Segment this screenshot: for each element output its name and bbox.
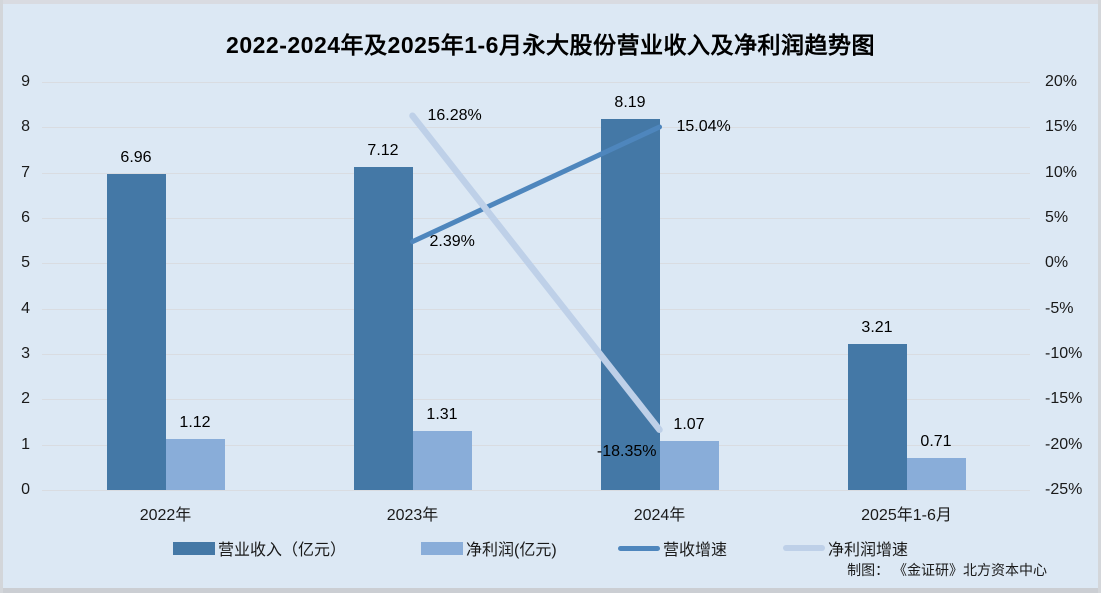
y-axis-tick-label: 7 bbox=[21, 163, 30, 181]
y-axis-tick-label: 4 bbox=[21, 299, 30, 317]
bar-value-label: 0.71 bbox=[920, 432, 952, 450]
right-axis-tick-label: 5% bbox=[1045, 209, 1069, 226]
credit-text: 制图： 《金证研》北方资本中心 bbox=[847, 562, 1047, 578]
window-edge-left bbox=[0, 0, 3, 593]
profit-bar bbox=[906, 457, 966, 490]
gridline bbox=[42, 263, 1030, 265]
line-point-label: 2.39% bbox=[429, 232, 475, 250]
legend-item-label: 营收增速 bbox=[663, 542, 728, 559]
legend-item-label: 营业收入（亿元） bbox=[218, 542, 347, 559]
bar-value-label: 1.31 bbox=[426, 405, 458, 423]
y-axis-tick-label: 3 bbox=[21, 345, 30, 362]
x-axis-label: 2023年 bbox=[386, 507, 439, 524]
legend-item: 营业收入（亿元） bbox=[173, 538, 347, 559]
x-axis-label: 2025年1-6月 bbox=[861, 507, 952, 524]
legend-item: 净利润增速 bbox=[783, 538, 909, 559]
right-axis-tick-label: -10% bbox=[1045, 345, 1083, 362]
gridline bbox=[42, 82, 1030, 83]
y-axis-tick-label: 8 bbox=[21, 118, 30, 136]
bar-value-label: 6.96 bbox=[120, 149, 152, 167]
bar-value-label: 3.21 bbox=[861, 319, 893, 337]
legend-bar-swatch bbox=[421, 541, 463, 555]
gridline bbox=[42, 308, 1030, 310]
gridline bbox=[42, 444, 1030, 446]
y-axis-tick-label: 2 bbox=[21, 390, 30, 408]
gridline bbox=[42, 127, 1030, 129]
right-axis-tick-label: -20% bbox=[1045, 435, 1083, 453]
chart-title: 2022-2024年及2025年1-6月永大股份营业收入及净利润趋势图 bbox=[226, 32, 875, 58]
bar-value-label: 1.07 bbox=[673, 416, 705, 434]
window-edge-top bbox=[0, 0, 1101, 4]
window-edge-bottom bbox=[0, 588, 1101, 593]
bar-value-label: 1.12 bbox=[179, 414, 211, 432]
right-axis-tick-label: -15% bbox=[1045, 390, 1083, 408]
legend-item-label: 净利润(亿元) bbox=[466, 542, 557, 559]
y-axis-tick-label: 6 bbox=[21, 209, 30, 226]
legend-item: 净利润(亿元) bbox=[421, 538, 557, 559]
x-axis-label: 2024年 bbox=[633, 507, 686, 524]
profit-bar bbox=[659, 441, 719, 490]
legend-line-swatch bbox=[618, 545, 660, 551]
right-axis-tick-label: 10% bbox=[1045, 163, 1078, 181]
revenue-bar bbox=[600, 118, 660, 490]
y-axis-tick-label: 5 bbox=[21, 254, 30, 272]
window-edge-right bbox=[1098, 0, 1101, 593]
legend-line-swatch bbox=[783, 545, 825, 551]
legend-item-label: 净利润增速 bbox=[828, 542, 909, 559]
right-axis-tick-label: 0% bbox=[1045, 254, 1069, 272]
y-axis-tick-label: 9 bbox=[21, 73, 30, 90]
gridline bbox=[42, 172, 1030, 174]
legend-item: 营收增速 bbox=[618, 538, 728, 559]
gridline bbox=[42, 218, 1030, 219]
revenue-bar bbox=[847, 344, 907, 490]
right-axis-tick-label: 15% bbox=[1045, 118, 1078, 136]
line-point-label: 16.28% bbox=[427, 106, 482, 124]
profit-bar bbox=[165, 439, 225, 490]
bar-value-label: 7.12 bbox=[367, 142, 399, 160]
gridline bbox=[42, 490, 1030, 491]
profit-bar bbox=[412, 430, 472, 490]
right-axis-tick-label: 20% bbox=[1045, 73, 1078, 90]
bar-value-label: 8.19 bbox=[614, 93, 646, 111]
y-axis-tick-label: 1 bbox=[21, 435, 30, 453]
legend-bar-swatch bbox=[173, 541, 215, 555]
revenue-bar bbox=[353, 167, 413, 490]
revenue-bar bbox=[106, 174, 166, 490]
line-point-label: 15.04% bbox=[676, 117, 731, 135]
right-axis-tick-label: -5% bbox=[1045, 299, 1074, 317]
y-axis-tick-label: 0 bbox=[21, 481, 30, 498]
line-point-label: -18.35% bbox=[596, 442, 657, 460]
right-axis-tick-label: -25% bbox=[1045, 481, 1083, 498]
x-axis-label: 2022年 bbox=[139, 507, 192, 524]
